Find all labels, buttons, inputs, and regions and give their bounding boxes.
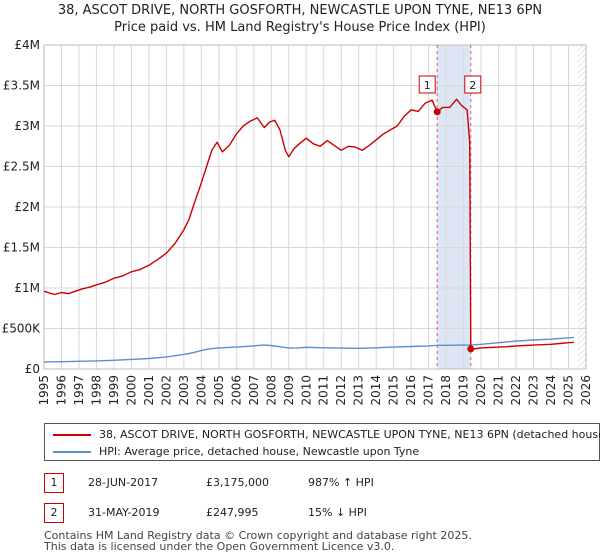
transaction-hpi-delta: 987% ↑ HPI xyxy=(308,476,374,489)
legend-label-hpi: HPI: Average price, detached house, Newc… xyxy=(99,445,420,458)
x-tick-label: 2022 xyxy=(509,375,523,406)
x-tick-label: 2026 xyxy=(579,375,593,406)
x-tick-label: 1999 xyxy=(107,375,121,406)
x-tick-label: 2024 xyxy=(544,375,558,406)
x-tick-label: 2001 xyxy=(142,375,156,406)
footer: Contains HM Land Registry data © Crown c… xyxy=(44,530,472,552)
transaction-point xyxy=(433,108,441,116)
y-tick-label: £1M xyxy=(14,281,40,295)
legend: 38, ASCOT DRIVE, NORTH GOSFORTH, NEWCAST… xyxy=(44,423,600,461)
x-tick-label: 1996 xyxy=(54,375,68,406)
legend-swatch-property xyxy=(53,434,91,436)
x-tick-label: 2002 xyxy=(159,375,173,406)
x-tick-label: 2012 xyxy=(334,375,348,406)
x-tick-label: 2007 xyxy=(247,375,261,406)
x-tick-label: 2011 xyxy=(317,375,331,406)
x-tick-label: 2025 xyxy=(562,375,576,406)
x-tick-label: 2003 xyxy=(177,375,191,406)
transaction-date: 31-MAY-2019 xyxy=(88,506,160,519)
x-tick-label: 1995 xyxy=(37,375,51,406)
x-tick-label: 2009 xyxy=(282,375,296,406)
chart-title-line2: Price paid vs. HM Land Registry's House … xyxy=(114,20,486,35)
y-tick-label: £500K xyxy=(2,322,42,336)
y-tick-label: £3.5M xyxy=(3,79,40,93)
transaction-label: 2 xyxy=(469,79,476,92)
legend-label-property: 38, ASCOT DRIVE, NORTH GOSFORTH, NEWCAST… xyxy=(99,428,600,441)
x-tick-label: 2010 xyxy=(299,375,313,406)
x-tick-label: 2018 xyxy=(439,375,453,406)
x-tick-label: 2013 xyxy=(352,375,366,406)
footer-line1: Contains HM Land Registry data © Crown c… xyxy=(44,529,472,542)
x-tick-label: 2021 xyxy=(492,375,506,406)
x-tick-label: 2017 xyxy=(422,375,436,406)
legend-swatch-hpi xyxy=(53,451,91,453)
x-tick-label: 2014 xyxy=(369,375,383,406)
transaction-price: £247,995 xyxy=(206,506,259,519)
transaction-price: £3,175,000 xyxy=(206,476,269,489)
x-tick-label: 2023 xyxy=(527,375,541,406)
hpi-line xyxy=(43,336,574,363)
y-tick-label: £2.5M xyxy=(3,160,40,174)
y-tick-label: £3M xyxy=(14,119,40,133)
transaction-hpi-delta: 15% ↓ HPI xyxy=(308,506,367,519)
transaction-marker-label: 1 xyxy=(44,473,64,493)
transaction-date: 28-JUN-2017 xyxy=(88,476,159,489)
x-tick-label: 2004 xyxy=(194,375,208,406)
footer-line2: This data is licensed under the Open Gov… xyxy=(44,540,395,553)
chart-title: 38, ASCOT DRIVE, NORTH GOSFORTH, NEWCAST… xyxy=(0,2,600,36)
y-tick-label: £1.5M xyxy=(3,241,40,255)
x-tick-label: 2008 xyxy=(264,375,278,406)
transaction-marker-label: 2 xyxy=(44,503,64,523)
x-tick-label: 1997 xyxy=(72,375,86,406)
chart-title-line1: 38, ASCOT DRIVE, NORTH GOSFORTH, NEWCAST… xyxy=(57,3,543,18)
y-tick-label: £4M xyxy=(14,38,40,52)
x-tick-label: 2020 xyxy=(474,375,488,406)
y-tick-label: £2M xyxy=(14,200,40,214)
x-tick-label: 2016 xyxy=(404,375,418,406)
x-tick-label: 2015 xyxy=(387,375,401,406)
x-tick-label: 2019 xyxy=(457,375,471,406)
x-tick-label: 2006 xyxy=(229,375,243,406)
x-tick-label: 2005 xyxy=(212,375,226,406)
transaction-label-box xyxy=(418,75,436,94)
transaction-label: 1 xyxy=(424,79,431,92)
plot-border xyxy=(43,44,587,370)
y-tick-label: £0 xyxy=(25,362,40,376)
x-tick-label: 1998 xyxy=(89,375,103,406)
x-tick-label: 2000 xyxy=(124,375,138,406)
transaction-label-box xyxy=(464,75,482,94)
transaction-point xyxy=(467,345,475,353)
